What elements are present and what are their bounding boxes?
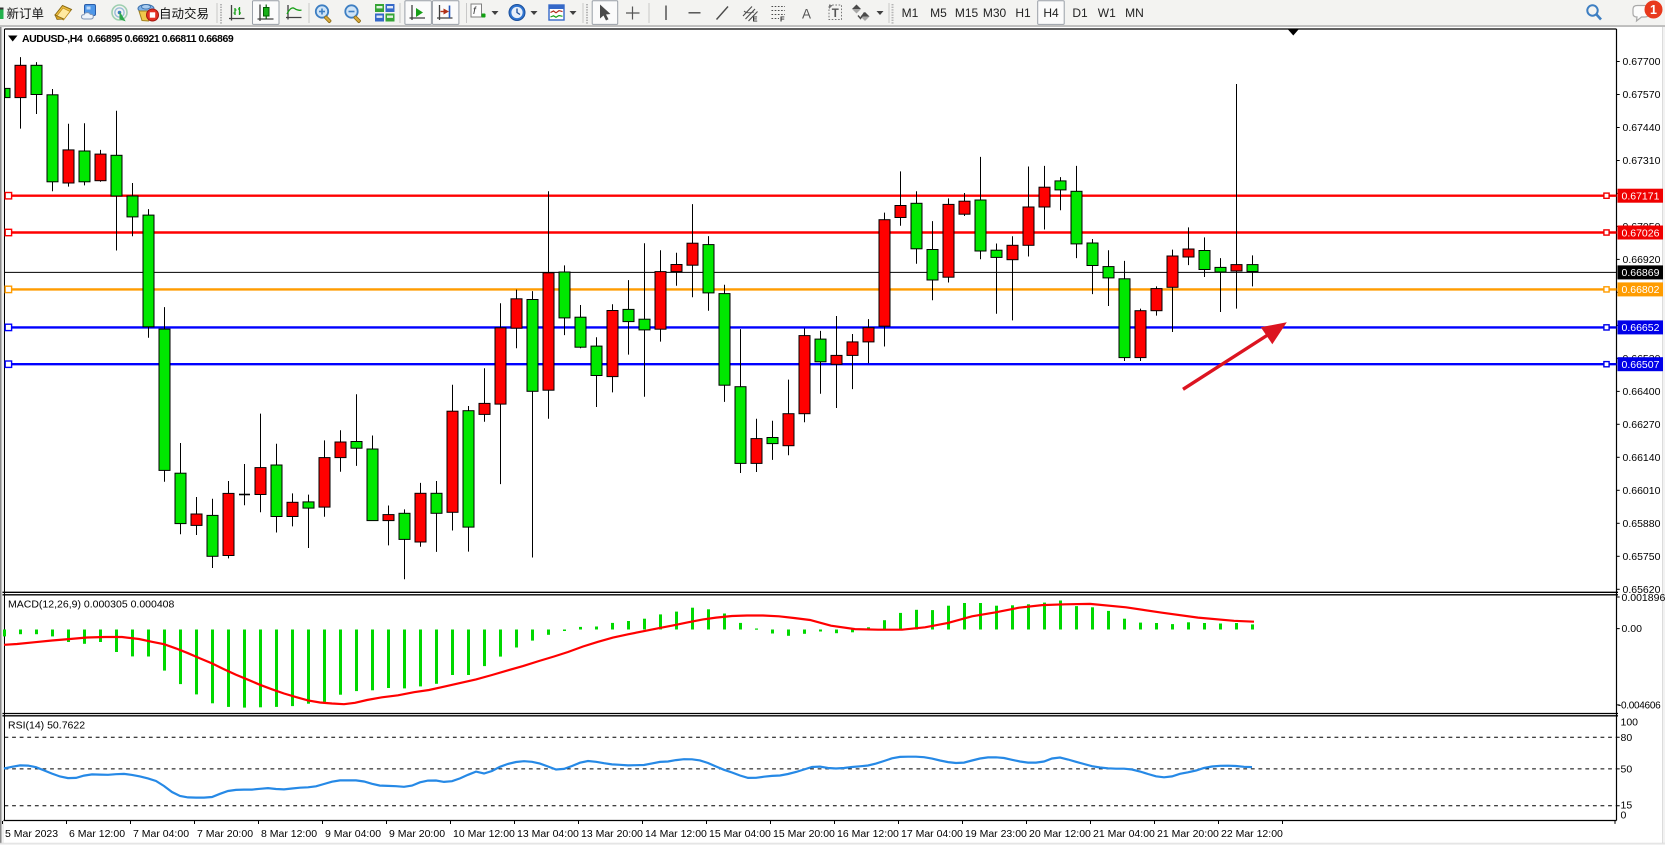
svg-text:M15: M15 [955,6,979,20]
svg-text:10 Mar 12:00: 10 Mar 12:00 [453,828,515,840]
svg-text:0.66869: 0.66869 [1622,267,1660,279]
svg-text:14 Mar 12:00: 14 Mar 12:00 [645,828,707,840]
svg-text:50: 50 [1621,764,1633,776]
svg-text:5 Mar 2023: 5 Mar 2023 [5,828,58,840]
svg-text:M5: M5 [930,6,947,20]
svg-text:21 Mar 20:00: 21 Mar 20:00 [1157,828,1219,840]
svg-text:-0.004606: -0.004606 [1618,700,1661,711]
svg-text:0.66507: 0.66507 [1622,359,1660,371]
svg-text:7 Mar 20:00: 7 Mar 20:00 [197,828,253,840]
svg-text:20 Mar 12:00: 20 Mar 12:00 [1029,828,1091,840]
svg-text:MN: MN [1125,6,1144,20]
svg-text:W1: W1 [1098,6,1116,20]
svg-text:17 Mar 04:00: 17 Mar 04:00 [901,828,963,840]
svg-text:E: E [753,15,758,24]
svg-text:A: A [802,7,811,22]
svg-text:0.65620: 0.65620 [1623,584,1661,596]
svg-text:16 Mar 12:00: 16 Mar 12:00 [837,828,899,840]
svg-text:0.67310: 0.67310 [1623,155,1661,167]
svg-text:9 Mar 04:00: 9 Mar 04:00 [325,828,381,840]
svg-text:0.67026: 0.67026 [1622,227,1660,239]
svg-text:8 Mar 12:00: 8 Mar 12:00 [261,828,317,840]
svg-text:RSI(14) 50.7622: RSI(14) 50.7622 [8,720,85,732]
svg-text:0.66920: 0.66920 [1623,254,1661,266]
svg-text:0.67700: 0.67700 [1623,56,1661,68]
svg-text:0.66652: 0.66652 [1622,322,1660,334]
svg-text:7 Mar 04:00: 7 Mar 04:00 [133,828,189,840]
svg-text:MACD(12,26,9) 0.000305 0.00040: MACD(12,26,9) 0.000305 0.000408 [8,599,175,611]
svg-text:0.67440: 0.67440 [1623,122,1661,134]
svg-text:0.65750: 0.65750 [1623,551,1661,563]
svg-text:1: 1 [1650,3,1657,17]
svg-text:0.66802: 0.66802 [1622,284,1660,296]
svg-text:0.66010: 0.66010 [1623,485,1661,497]
svg-text:9 Mar 20:00: 9 Mar 20:00 [389,828,445,840]
svg-text:0.66140: 0.66140 [1623,452,1661,464]
svg-text:F: F [780,15,785,24]
svg-text:0.66270: 0.66270 [1623,419,1661,431]
svg-text:0.001896: 0.001896 [1622,592,1665,604]
svg-text:0.67171: 0.67171 [1622,191,1660,203]
svg-text:f: f [473,6,477,17]
svg-text:T: T [832,8,839,20]
svg-text:13 Mar 04:00: 13 Mar 04:00 [517,828,579,840]
svg-text:80: 80 [1621,732,1633,744]
svg-text:AUDUSD-,H4 0.66895 0.66921 0.: AUDUSD-,H4 0.66895 0.66921 0.66811 0.668… [22,33,234,45]
svg-text:21 Mar 04:00: 21 Mar 04:00 [1093,828,1155,840]
svg-text:13 Mar 20:00: 13 Mar 20:00 [581,828,643,840]
svg-text:新订单: 新订单 [7,6,45,21]
svg-text:M30: M30 [983,6,1007,20]
svg-text:0.66400: 0.66400 [1623,386,1661,398]
svg-text:H1: H1 [1015,6,1031,20]
svg-text:H4: H4 [1043,6,1059,20]
svg-text:D1: D1 [1072,6,1088,20]
svg-text:0: 0 [1621,810,1627,822]
svg-text:6 Mar 12:00: 6 Mar 12:00 [69,828,125,840]
svg-text:M1: M1 [902,6,919,20]
svg-text:15: 15 [1621,800,1633,812]
svg-text:自动交易: 自动交易 [159,6,209,21]
svg-text:15 Mar 20:00: 15 Mar 20:00 [773,828,835,840]
svg-text:19 Mar 23:00: 19 Mar 23:00 [965,828,1027,840]
svg-text:0.67570: 0.67570 [1623,89,1661,101]
svg-text:100: 100 [1621,717,1639,729]
svg-text:0.65880: 0.65880 [1623,518,1661,530]
svg-text:22 Mar 12:00: 22 Mar 12:00 [1221,828,1283,840]
svg-text:15 Mar 04:00: 15 Mar 04:00 [709,828,771,840]
svg-text:0.00: 0.00 [1622,623,1643,635]
